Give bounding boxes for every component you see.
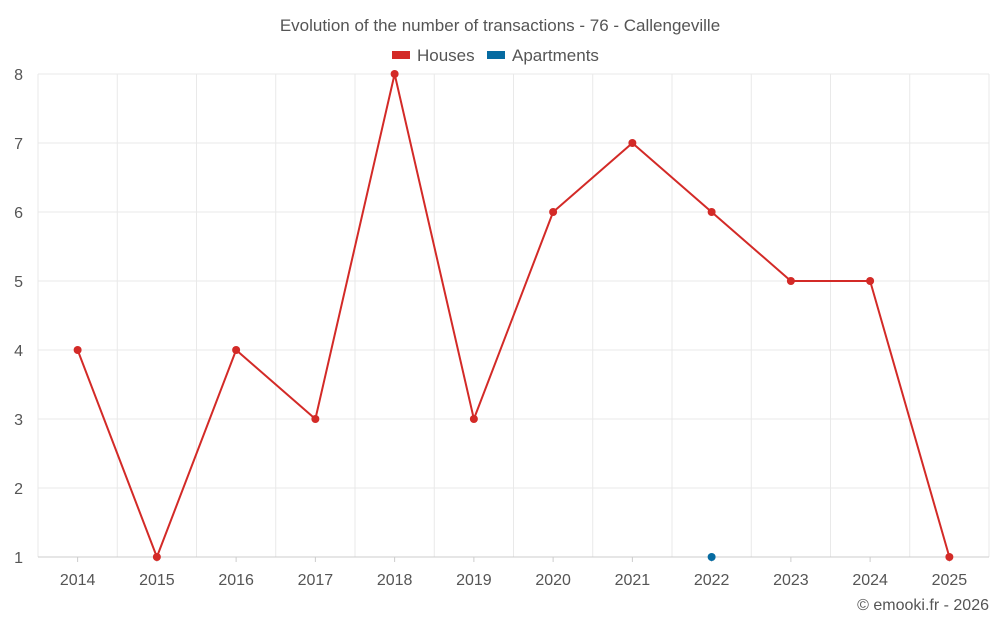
legend: Houses Apartments (392, 46, 599, 65)
x-tick-label: 2017 (298, 572, 334, 589)
data-point-houses-2018[interactable] (390, 70, 399, 78)
y-tick-label: 7 (14, 136, 23, 153)
y-tick-label: 2 (14, 481, 23, 498)
y-tick-label: 1 (14, 550, 23, 567)
legend-swatch-apartments (487, 51, 505, 59)
x-tick-label: 2025 (932, 572, 968, 589)
chart-title: Evolution of the number of transactions … (280, 16, 720, 35)
legend-item-houses[interactable]: Houses (392, 46, 475, 65)
x-tick-label: 2018 (377, 572, 413, 589)
legend-item-apartments[interactable]: Apartments (487, 46, 599, 65)
data-point-houses-2015[interactable] (152, 553, 161, 561)
data-point-houses-2020[interactable] (549, 208, 558, 216)
legend-label-houses: Houses (417, 46, 475, 65)
x-tick-label: 2023 (773, 572, 809, 589)
chart-credit: © emooki.fr - 2026 (857, 597, 989, 614)
x-tick-label: 2014 (60, 572, 96, 589)
data-point-houses-2025[interactable] (945, 553, 954, 561)
legend-swatch-houses (392, 51, 410, 59)
y-tick-label: 8 (14, 67, 23, 84)
data-point-houses-2022[interactable] (707, 208, 716, 216)
series-houses (73, 70, 954, 561)
series (73, 70, 954, 561)
series-line-houses (76, 73, 951, 558)
legend-label-apartments: Apartments (512, 46, 599, 65)
data-point-houses-2021[interactable] (628, 139, 637, 147)
x-tick-label: 2019 (456, 572, 492, 589)
x-tick-label: 2015 (139, 572, 175, 589)
x-tick-label: 2021 (615, 572, 651, 589)
y-tick-label: 6 (14, 205, 23, 222)
x-tick-label: 2016 (218, 572, 254, 589)
data-point-houses-2017[interactable] (311, 415, 320, 423)
data-point-houses-2024[interactable] (866, 277, 875, 285)
data-point-apartments-2022[interactable] (707, 553, 716, 561)
data-point-houses-2014[interactable] (73, 346, 82, 354)
data-point-houses-2019[interactable] (469, 415, 478, 423)
data-point-houses-2016[interactable] (232, 346, 241, 354)
x-tick-label: 2022 (694, 572, 730, 589)
y-tick-label: 3 (14, 412, 23, 429)
series-apartments (707, 553, 716, 561)
axes: 1 2 3 4 5 6 7 8 2014 2015 2016 2017 2018 2019 2020 2021… (14, 67, 989, 589)
x-tick-label: 2024 (852, 572, 888, 589)
y-tick-label: 5 (14, 274, 23, 291)
data-point-houses-2023[interactable] (786, 277, 795, 285)
y-tick-label: 4 (14, 343, 23, 360)
x-tick-label: 2020 (535, 572, 571, 589)
